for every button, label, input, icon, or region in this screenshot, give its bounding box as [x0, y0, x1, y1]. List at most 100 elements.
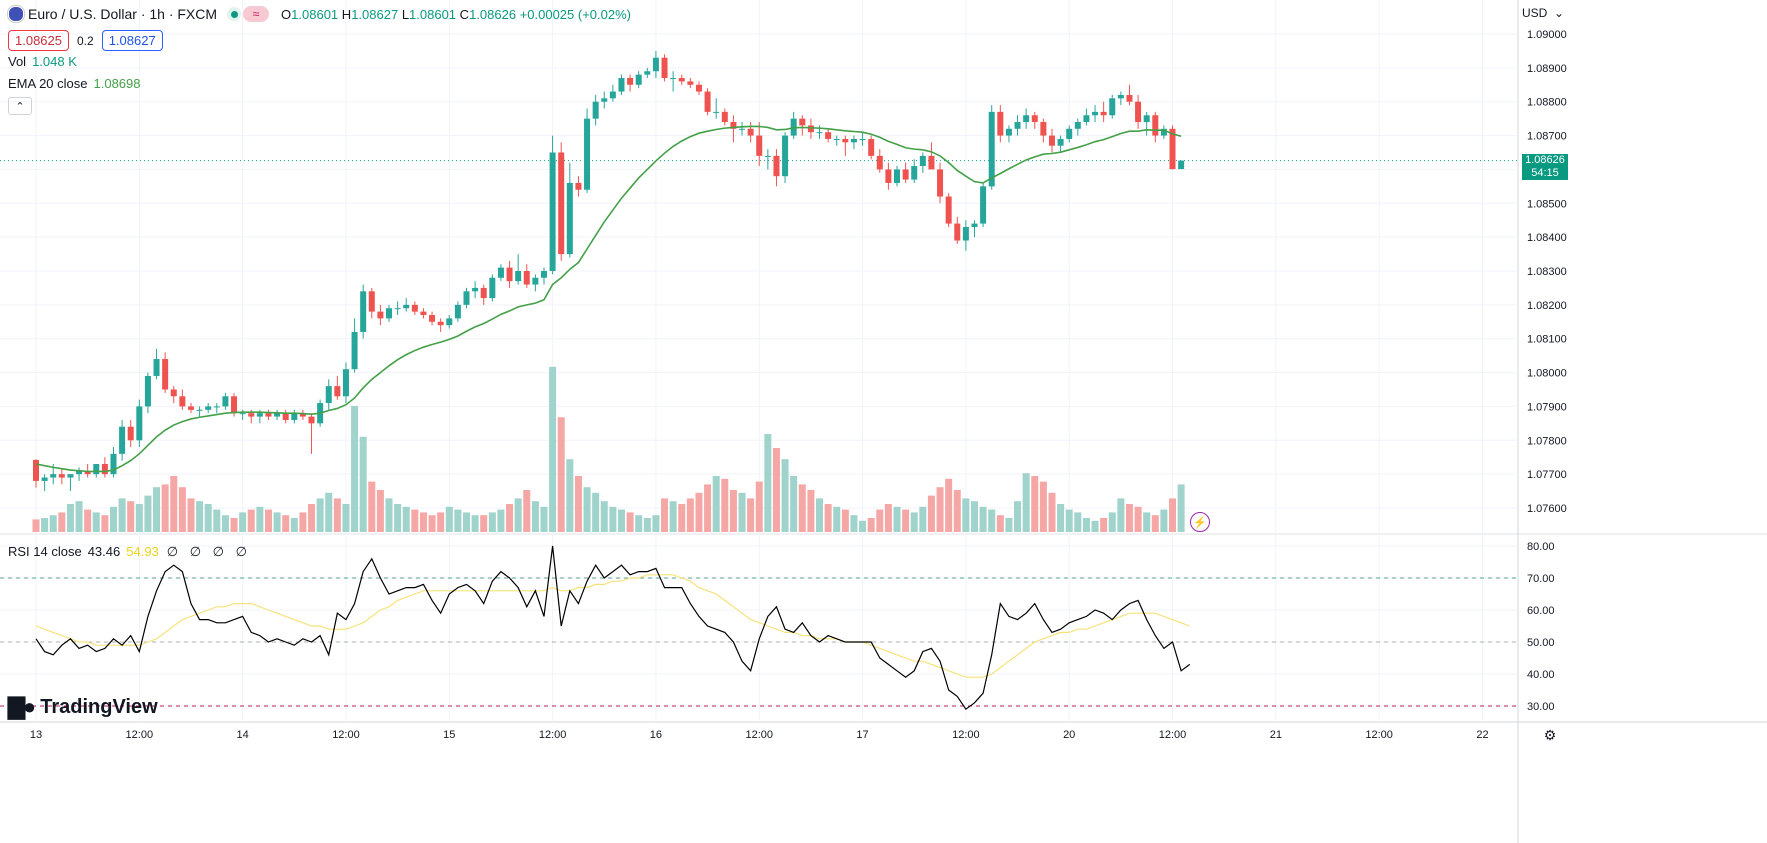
candle-body: [721, 111, 728, 123]
candle-body: [67, 474, 74, 478]
volume-bar: [772, 448, 780, 532]
volume-bar: [927, 495, 935, 532]
candle-body: [446, 318, 453, 326]
candle-body: [575, 182, 582, 190]
candle-body: [739, 128, 746, 130]
candle-body: [291, 413, 298, 420]
volume-bar: [790, 476, 798, 532]
candle-body: [411, 304, 418, 312]
candle-body: [437, 321, 444, 326]
volume-bar: [738, 492, 746, 532]
flash-icon[interactable]: ⚡: [1190, 512, 1210, 532]
candle-body: [1152, 115, 1159, 136]
candle-body: [954, 223, 961, 241]
ema-line: [35, 125, 1182, 473]
volume-legend[interactable]: Vol 1.048 K: [8, 54, 77, 69]
time-tick-label: 12:00: [1159, 729, 1187, 741]
volume-bar: [135, 504, 143, 532]
candle-body: [850, 138, 857, 143]
currency-selector[interactable]: USD ⌄: [1522, 6, 1564, 20]
volume-bar: [1143, 512, 1151, 532]
candle-body: [84, 470, 91, 475]
volume-bar: [1117, 498, 1125, 532]
volume-bar: [213, 509, 221, 532]
rsi-ma-line: [35, 574, 1190, 678]
volume-bar: [1082, 518, 1090, 532]
volume-bar: [574, 476, 582, 532]
volume-bar: [962, 498, 970, 532]
candle-body: [1023, 115, 1030, 123]
candle-body: [1031, 115, 1038, 123]
volume-bar: [876, 509, 884, 532]
price-tick-label: 1.09000: [1527, 29, 1567, 41]
time-tick-label: 15: [443, 729, 455, 741]
candle-body: [618, 78, 625, 92]
volume-bar: [643, 518, 651, 532]
volume-bar: [686, 498, 694, 532]
candle-body: [713, 111, 720, 113]
volume-bar: [867, 518, 875, 532]
volume-bar: [910, 512, 918, 532]
volume-bar: [394, 504, 402, 532]
data-status-pill[interactable]: ≈: [243, 6, 270, 22]
candle-body: [265, 413, 272, 417]
volume-bar: [359, 436, 367, 532]
candle-body: [351, 331, 358, 370]
volume-bar: [178, 487, 186, 532]
volume-bar: [755, 481, 763, 532]
volume-bar: [635, 515, 643, 532]
candle-body: [196, 409, 203, 411]
candle-body: [76, 470, 83, 475]
volume-bar: [1074, 512, 1082, 532]
volume-bar: [282, 515, 290, 532]
volume-bar: [704, 484, 712, 532]
volume-bar: [678, 504, 686, 532]
candle-body: [773, 155, 780, 177]
time-tick-label: 22: [1476, 729, 1488, 741]
candle-body: [687, 81, 694, 85]
volume-bar: [919, 506, 927, 532]
candle-body: [868, 138, 875, 156]
candle-body: [377, 311, 384, 319]
price-tick-label: 1.08900: [1527, 63, 1567, 75]
candle-body: [825, 132, 832, 139]
volume-bar: [549, 366, 557, 532]
volume-bar: [566, 459, 574, 532]
candle-body: [695, 84, 702, 92]
candle-body: [1048, 135, 1055, 146]
flag-icon: [8, 6, 24, 22]
gear-icon[interactable]: ⚙: [1543, 726, 1557, 743]
candle-body: [962, 226, 969, 241]
sell-price-button[interactable]: 1.08625: [8, 30, 69, 51]
candle-body: [342, 369, 349, 397]
candle-body: [635, 74, 642, 85]
last-price-value: 1.08626: [1525, 154, 1565, 166]
candle-body: [231, 396, 238, 414]
volume-bar: [953, 490, 961, 532]
candle-body: [937, 169, 944, 197]
candle-body: [33, 459, 39, 481]
volume-bar: [592, 492, 600, 532]
volume-bar: [669, 501, 677, 532]
volume-bar: [385, 498, 393, 532]
volume-bar: [58, 512, 66, 532]
candle-body: [1083, 115, 1090, 123]
candle-body: [136, 406, 143, 441]
ema-legend[interactable]: EMA 20 close 1.08698: [8, 76, 141, 91]
volume-bar: [729, 490, 737, 532]
volume-bar: [411, 509, 419, 532]
market-open-icon[interactable]: [227, 7, 242, 21]
chevron-up-icon[interactable]: ⌃: [8, 97, 32, 115]
rsi-tick-label: 70.00: [1527, 573, 1555, 585]
candle-body: [110, 453, 117, 475]
rsi-legend[interactable]: RSI 14 close 43.46 54.93 ∅ ∅ ∅ ∅: [8, 544, 251, 559]
symbol-title[interactable]: Euro / U.S. Dollar · 1h · FXCM: [28, 6, 218, 22]
candle-body: [429, 315, 436, 322]
rsi-tick-label: 60.00: [1527, 605, 1555, 617]
volume-bar: [1057, 504, 1065, 532]
candle-body: [997, 111, 1004, 136]
buy-price-button[interactable]: 1.08627: [101, 30, 163, 51]
candle-body: [144, 375, 151, 407]
volume-bar: [1151, 515, 1159, 532]
